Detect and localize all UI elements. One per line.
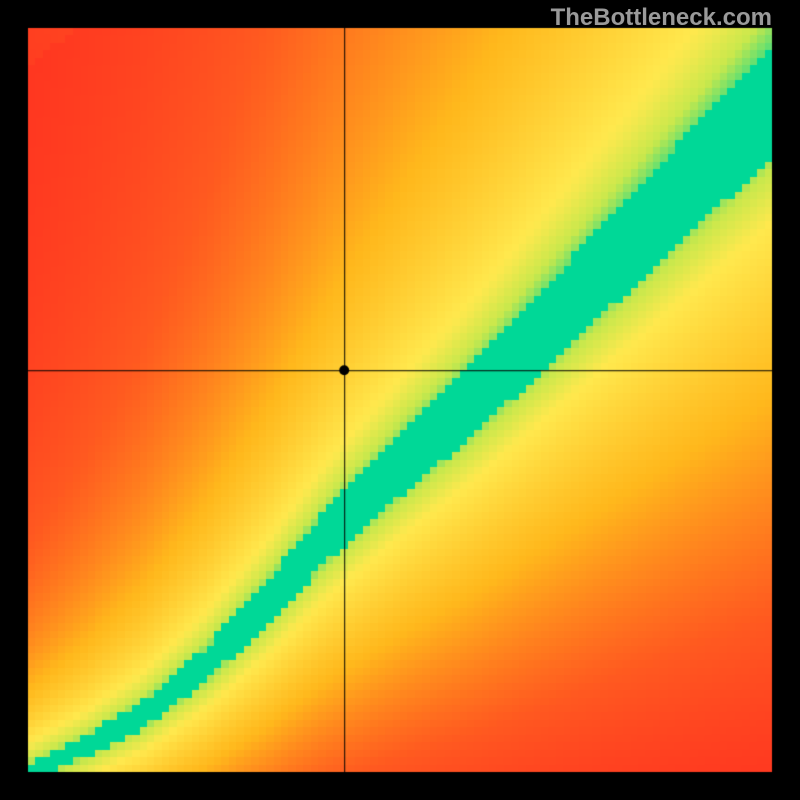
chart-container: TheBottleneck.com [0,0,800,800]
heatmap-canvas [0,0,800,800]
watermark-text: TheBottleneck.com [551,4,772,32]
